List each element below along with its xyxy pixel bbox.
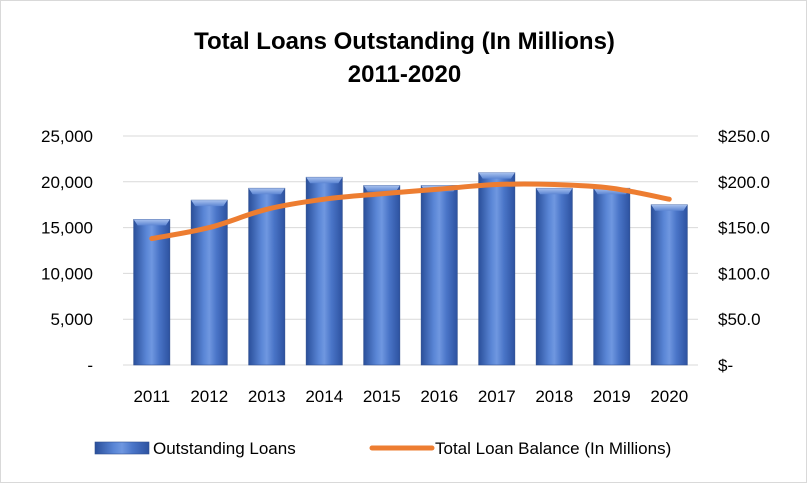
bar-bevel xyxy=(306,177,343,184)
bar xyxy=(248,187,286,366)
bar-body xyxy=(593,187,631,366)
bar-body xyxy=(133,219,171,366)
right-tick-label: $50.0 xyxy=(718,310,761,329)
left-tick-label: 15,000 xyxy=(41,219,93,238)
bar-body xyxy=(478,172,516,366)
right-tick-label: $100.0 xyxy=(718,264,770,283)
left-tick-label: 10,000 xyxy=(41,264,93,283)
x-tick-label: 2011 xyxy=(133,387,170,406)
bar xyxy=(535,187,573,366)
bar-bevel xyxy=(191,200,228,207)
chart-title-line: Total Loans Outstanding (In Millions) xyxy=(194,28,615,55)
bar xyxy=(593,187,631,366)
right-tick-label: $250.0 xyxy=(718,127,770,146)
legend-swatch-bar xyxy=(94,441,150,455)
x-tick-label: 2016 xyxy=(420,387,458,406)
x-tick-label: 2015 xyxy=(363,387,401,406)
right-tick-label: $- xyxy=(718,356,733,375)
legend-item-outstanding-loans: Outstanding Loans xyxy=(94,439,296,458)
right-tick-label: $200.0 xyxy=(718,173,770,192)
series-line-total-loan-balance xyxy=(149,181,672,242)
bar-bevel xyxy=(478,172,515,179)
bar-bevel xyxy=(133,219,170,226)
bar xyxy=(650,204,688,366)
bar-body xyxy=(363,185,401,366)
bar xyxy=(363,185,401,366)
bar-bevel xyxy=(651,204,688,211)
chart-subtitle-line: 2011-2020 xyxy=(347,61,462,88)
x-tick-label: 2018 xyxy=(535,387,573,406)
bar-body xyxy=(650,204,688,366)
right-tick-label: $150.0 xyxy=(718,219,770,238)
x-tick-label: 2012 xyxy=(190,387,228,406)
legend-label: Outstanding Loans xyxy=(153,439,296,458)
left-tick-label: - xyxy=(87,356,93,375)
bar-bevel xyxy=(363,185,400,192)
x-tick-label: 2020 xyxy=(650,387,688,406)
bar-body xyxy=(305,176,343,366)
x-tick-label: 2017 xyxy=(478,387,516,406)
left-tick-label: 25,000 xyxy=(41,127,93,146)
chart-title: Total Loans Outstanding (In Millions) 20… xyxy=(1,25,807,91)
left-tick-label: 5,000 xyxy=(50,310,93,329)
bar-bevel xyxy=(248,188,285,195)
bar xyxy=(478,172,516,366)
legend-label: Total Loan Balance (In Millions) xyxy=(435,439,671,458)
legend-item-total-loan-balance: Total Loan Balance (In Millions) xyxy=(369,439,671,458)
bar-body xyxy=(420,185,458,366)
bar-bevel xyxy=(536,188,573,195)
bar-body xyxy=(535,187,573,366)
bar xyxy=(420,185,458,366)
x-tick-label: 2013 xyxy=(248,387,286,406)
left-tick-label: 20,000 xyxy=(41,173,93,192)
x-tick-label: 2014 xyxy=(305,387,343,406)
bar xyxy=(305,176,343,366)
x-tick-label: 2019 xyxy=(593,387,631,406)
bar xyxy=(133,219,171,366)
